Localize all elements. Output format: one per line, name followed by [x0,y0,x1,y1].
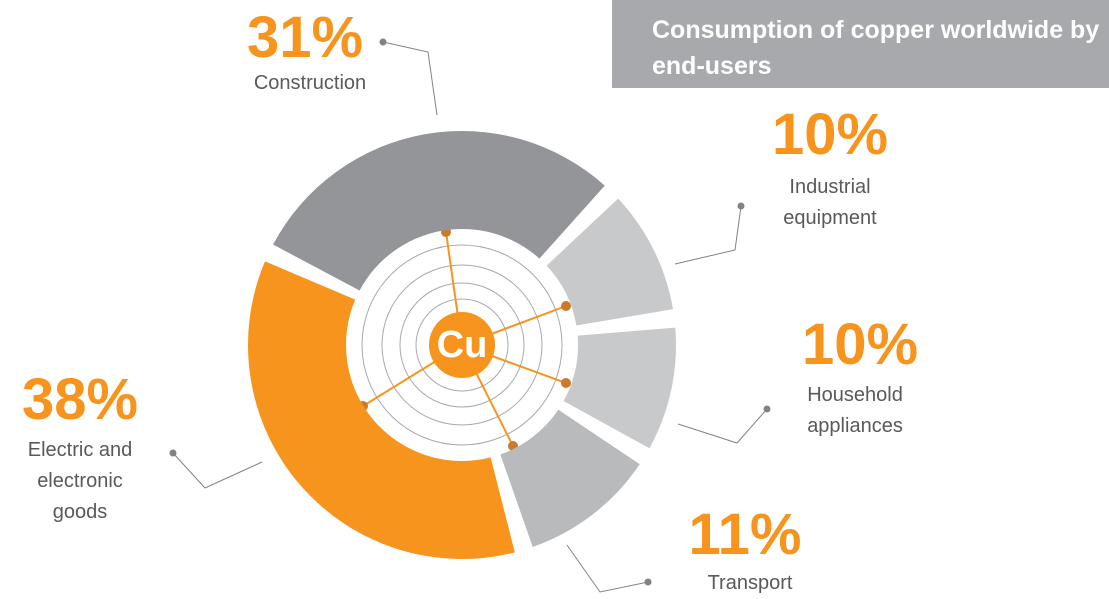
ring [381,264,543,426]
category-label: Household appliances [807,384,903,437]
title-box: Consumption of copper worldwide by end-u… [612,0,1109,88]
leader-line [566,544,649,593]
leader-dot [169,449,177,457]
category-label: Electric and electronic goods [27,439,133,523]
rings [361,244,563,446]
leader-dot [644,578,652,586]
leader-dot [737,202,745,210]
chart-title: Consumption of copper worldwide by end-u… [652,16,1100,80]
slice [273,131,605,291]
category-label: Industrial equipment [783,176,877,229]
value-label: 31% [246,5,364,70]
ball [561,378,571,388]
ring [361,244,563,446]
center-circle [429,312,495,378]
slice [546,198,673,326]
category-label: Transport [707,572,793,594]
leader-line [677,408,768,444]
leader-line [172,452,263,489]
leader-line [674,205,742,265]
value-label: 11% [688,502,802,567]
leader-dot [763,405,771,413]
category-label: Construction [253,72,367,94]
leader-line [382,41,438,116]
value-label: 38% [21,367,139,432]
ring [399,282,525,408]
ring [415,298,509,392]
slice [247,261,515,559]
value-label: 10% [771,102,889,167]
slice [563,327,676,449]
center-label: Cu [437,324,488,366]
ball [561,301,571,311]
leader-dot [379,38,387,46]
slice [500,409,640,547]
value-label: 10% [801,312,919,377]
